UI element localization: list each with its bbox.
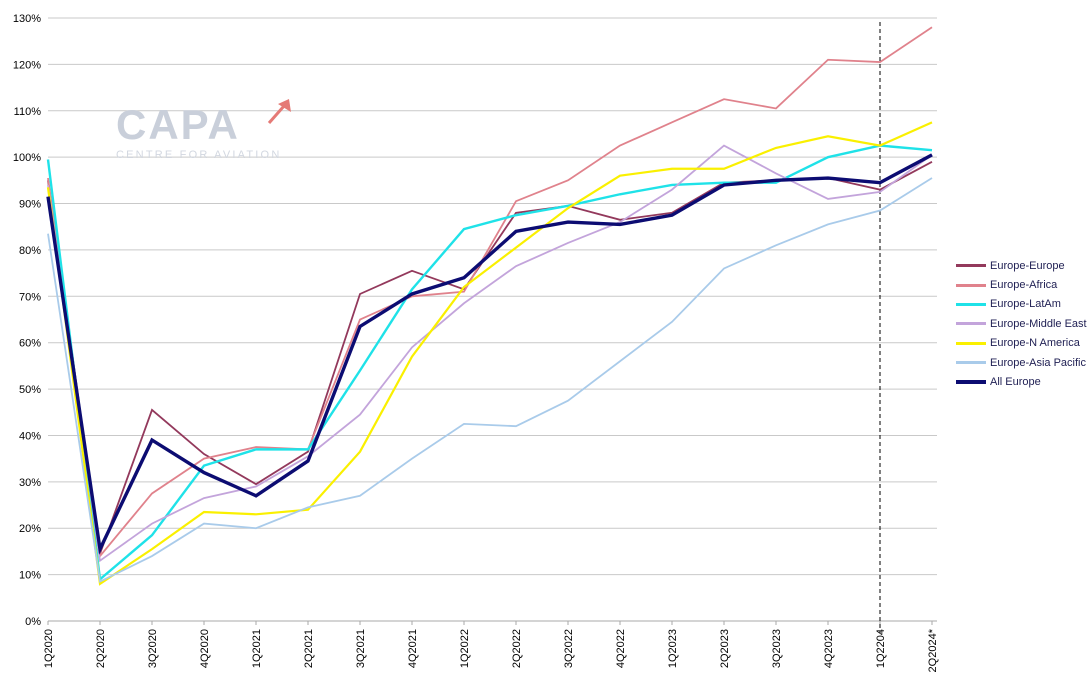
x-axis-label: 3Q2020 [147,629,159,668]
legend-item: All Europe [956,372,1087,391]
legend-item: Europe-Middle East [956,314,1087,333]
legend-label: Europe-N America [990,337,1080,350]
y-axis-label: 10% [19,570,41,582]
y-axis-label: 40% [19,430,41,442]
x-axis-label: 2Q2020 [95,629,107,668]
x-axis-label: 1Q2204 [875,629,887,668]
legend-item: Europe-Europe [956,256,1087,275]
y-axis-label: 60% [19,338,41,350]
legend-label: Europe-Asia Pacific [990,356,1086,369]
legend-item: Europe-Africa [956,275,1087,294]
legend-swatch [956,264,986,268]
x-axis-label: 2Q2021 [303,629,315,668]
legend-label: Europe-Middle East [990,317,1087,330]
x-axis-label: 2Q2022 [511,629,523,668]
x-axis-label: 4Q2023 [823,629,835,668]
y-axis-label: 0% [25,616,41,628]
y-axis-label: 90% [19,199,41,211]
x-axis-label: 2Q2023 [719,629,731,668]
legend-item: Europe-N America [956,334,1087,353]
y-axis-label: 20% [19,523,41,535]
x-axis-label: 4Q2021 [407,629,419,668]
legend-swatch [956,322,986,326]
series-line-europe-africa [47,26,933,559]
chart-legend: Europe-Europe Europe-Africa Europe-LatAm Eu… [956,256,1087,392]
x-axis-label: 1Q2021 [251,629,263,668]
x-axis-label: 4Q2022 [615,629,627,668]
y-axis-label: 130% [13,13,41,25]
y-axis-label: 80% [19,245,41,257]
series-line-europe-latam [46,144,933,582]
y-axis-label: 50% [19,384,41,396]
series-line-europe-n-america [46,121,933,586]
legend-swatch [956,361,986,365]
y-axis-label: 30% [19,477,41,489]
x-axis-label: 3Q2021 [355,629,367,668]
legend-label: Europe-LatAm [990,298,1061,311]
y-axis-label: 100% [13,152,41,164]
y-axis-label: 70% [19,291,41,303]
x-axis-label: 1Q2022 [459,629,471,668]
legend-swatch [956,341,986,345]
legend-swatch [956,302,986,306]
legend-swatch [956,380,986,385]
series-line-europe-asia-pacific [47,177,933,583]
series-line-europe-middle-east [47,144,933,563]
y-axis-label: 120% [13,59,41,71]
x-axis-label: 3Q2023 [771,629,783,668]
legend-label: Europe-Africa [990,279,1058,292]
x-axis-label: 1Q2020 [43,629,55,668]
x-axis-label: 4Q2020 [199,629,211,668]
series-line-all-europe [46,153,933,555]
x-axis-label: 2Q2024* [927,628,939,672]
legend-item: Europe-Asia Pacific [956,353,1087,372]
legend-label: Europe-Europe [990,259,1065,272]
legend-swatch [956,283,986,287]
x-axis-label: 1Q2023 [667,629,679,668]
x-axis-label: 3Q2022 [563,629,575,668]
legend-item: Europe-LatAm [956,295,1087,314]
y-axis-label: 110% [14,106,42,118]
legend-label: All Europe [990,376,1041,389]
